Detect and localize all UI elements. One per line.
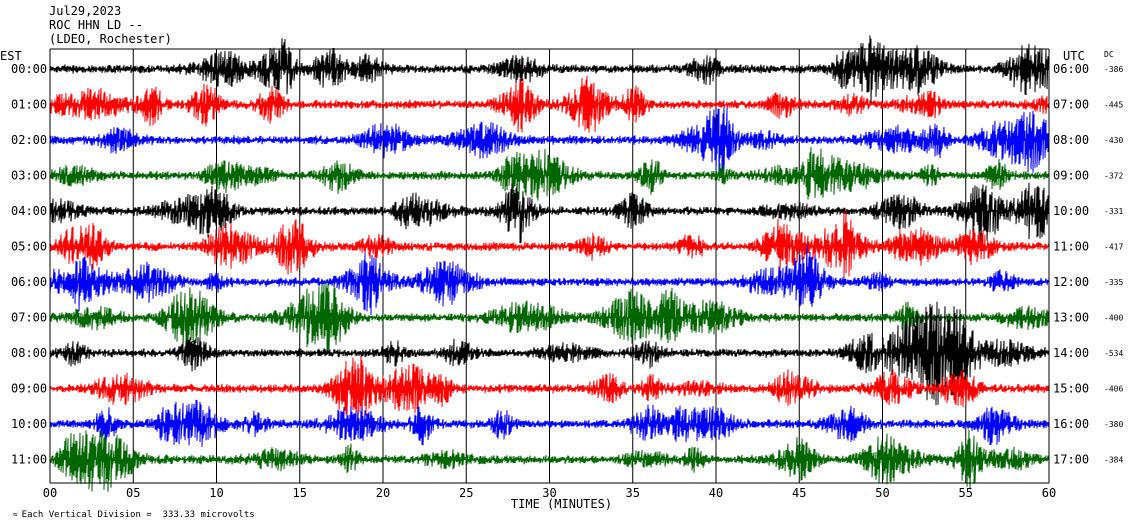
dc-value-0100: -445: [1104, 101, 1123, 110]
utc-label-1000: 10:00: [1053, 204, 1089, 218]
dc-axis-label: DC: [1104, 50, 1114, 59]
utc-label-0600: 06:00: [1053, 62, 1089, 76]
trace-1100: [49, 429, 1050, 492]
utc-label-1300: 13:00: [1053, 311, 1089, 325]
est-label-0800: 08:00: [11, 346, 47, 360]
est-label-0900: 09:00: [11, 382, 47, 396]
x-axis-title: TIME (MINUTES): [511, 497, 612, 511]
scale-symbol: ≈: [12, 510, 18, 519]
dc-value-0600: -335: [1104, 278, 1123, 287]
utc-label-1100: 11:00: [1053, 240, 1089, 254]
dc-value-0500: -417: [1104, 243, 1123, 252]
x-tick-20: 20: [376, 486, 390, 500]
x-tick-35: 35: [626, 486, 640, 500]
trace-0400: [49, 182, 1050, 245]
x-tick-55: 55: [959, 486, 973, 500]
utc-label-0900: 09:00: [1053, 169, 1089, 183]
x-tick-60: 60: [1042, 486, 1056, 500]
scale-text: Each Vertical Division = 333.33 microvol…: [21, 510, 255, 520]
seismogram-traces: [49, 35, 1050, 492]
x-tick-05: 05: [126, 486, 140, 500]
utc-label-0700: 07:00: [1053, 98, 1089, 112]
trace-0800: [49, 301, 1050, 406]
est-label-0700: 07:00: [11, 311, 47, 325]
utc-label-1400: 14:00: [1053, 346, 1089, 360]
scale-footer: ≈ Each Vertical Division = 333.33 microvo…: [2, 500, 255, 520]
chart-title-network: (LDEO, Rochester): [49, 32, 172, 46]
dc-value-0300: -372: [1104, 172, 1123, 181]
trace-0200: [49, 106, 1050, 179]
trace-0700: [49, 282, 1050, 355]
x-tick-25: 25: [459, 486, 473, 500]
axis-labels: 00:00 06:00 -386 01:00 07:00 -445 02:00 08:00 -4…: [0, 49, 1123, 511]
chart-title-station: ROC HHN LD --: [49, 18, 143, 32]
utc-label-1700: 17:00: [1053, 453, 1089, 467]
chart-title-date: Jul29,2023: [49, 4, 122, 18]
dc-value-0800: -534: [1104, 349, 1123, 358]
x-tick-00: 00: [43, 486, 57, 500]
x-tick-40: 40: [709, 486, 723, 500]
est-label-0500: 05:00: [11, 240, 47, 254]
utc-label-1200: 12:00: [1053, 275, 1089, 289]
x-tick-10: 10: [209, 486, 223, 500]
trace-0900: [49, 355, 1050, 423]
utc-axis-label: UTC: [1063, 49, 1085, 63]
dc-value-1100: -384: [1104, 456, 1123, 465]
est-label-1100: 11:00: [11, 453, 47, 467]
dc-value-0000: -386: [1104, 65, 1123, 74]
est-label-0600: 06:00: [11, 275, 47, 289]
x-tick-45: 45: [792, 486, 806, 500]
x-tick-15: 15: [293, 486, 307, 500]
plot-frame: [49, 48, 1050, 484]
utc-label-0800: 08:00: [1053, 133, 1089, 147]
dc-value-0700: -400: [1104, 314, 1123, 323]
trace-0500: [49, 210, 1050, 279]
trace-0000: [49, 35, 1050, 104]
dc-value-0900: -406: [1104, 385, 1123, 394]
est-label-1000: 10:00: [11, 417, 47, 431]
x-tick-30: 30: [542, 486, 556, 500]
est-label-0400: 04:00: [11, 204, 47, 218]
est-label-0100: 01:00: [11, 98, 47, 112]
dc-value-0400: -331: [1104, 207, 1123, 216]
est-axis-label: EST: [0, 49, 22, 63]
est-label-0000: 00:00: [11, 62, 47, 76]
utc-label-1500: 15:00: [1053, 382, 1089, 396]
x-tick-50: 50: [875, 486, 889, 500]
dc-value-0200: -430: [1104, 136, 1123, 145]
utc-label-1600: 16:00: [1053, 417, 1089, 431]
trace-1000: [49, 399, 1050, 447]
est-label-0200: 02:00: [11, 133, 47, 147]
trace-0600: [49, 244, 1050, 316]
est-label-0300: 03:00: [11, 169, 47, 183]
dc-value-1000: -380: [1104, 420, 1123, 429]
trace-0300: [49, 146, 1050, 201]
trace-0100: [49, 75, 1050, 133]
